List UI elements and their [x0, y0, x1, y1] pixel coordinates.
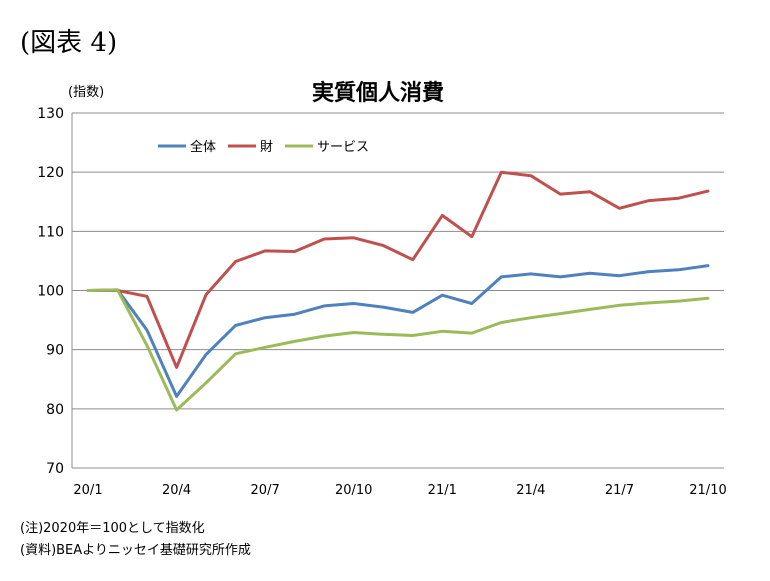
series-line	[86, 170, 710, 369]
series-line	[86, 264, 710, 398]
legend-label: 全体	[190, 139, 216, 155]
x-tick-label: 20/7	[251, 483, 280, 498]
y-tick-label: 110	[37, 224, 64, 240]
y-tick-label: 120	[37, 165, 64, 181]
source-text: (資料)BEAよりニッセイ基礎研究所作成	[20, 543, 251, 558]
legend: 全体 財 サービス	[158, 139, 369, 155]
legend-label: 財	[260, 140, 273, 155]
y-tick-labels: 70 80 90 100 110 120 130	[37, 106, 64, 477]
y-tick-label: 80	[46, 402, 64, 418]
x-tick-label: 20/1	[73, 483, 102, 498]
y-tick-label: 90	[46, 343, 64, 359]
figure-label: (図表 4)	[20, 28, 118, 58]
legend-label: サービス	[317, 140, 369, 155]
y-tick-label: 100	[37, 284, 64, 300]
axes	[71, 113, 724, 469]
grid-lines	[72, 112, 724, 410]
x-tick-label: 21/4	[516, 483, 545, 498]
series-line	[86, 288, 710, 412]
note-text: (注)2020年＝100として指数化	[20, 521, 205, 536]
x-tick-label: 21/10	[689, 483, 726, 498]
chart-title: 実質個人消費	[312, 80, 444, 106]
x-tick-label: 20/4	[162, 483, 191, 498]
y-tick-label: 70	[46, 461, 64, 477]
y-tick-label: 130	[37, 106, 64, 122]
x-tick-labels: 20/1 20/4 20/7 20/10 21/1 21/4 21/7 21/10	[73, 483, 726, 498]
x-tick-label: 21/1	[428, 483, 457, 498]
series-lines	[86, 170, 710, 412]
x-tick-label: 20/10	[335, 483, 372, 498]
x-tick-label: 21/7	[605, 483, 634, 498]
y-axis-label: (指数)	[68, 85, 104, 100]
